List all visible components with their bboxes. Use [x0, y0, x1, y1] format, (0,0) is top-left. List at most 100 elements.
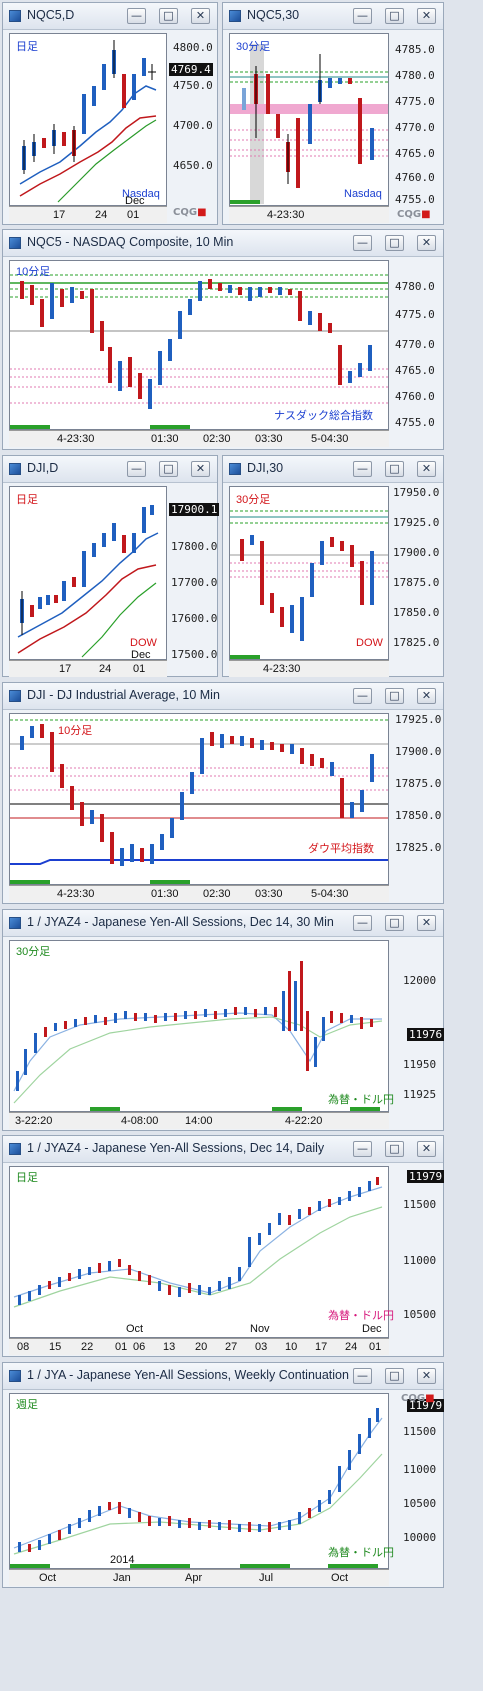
x-tick: 4-08:00: [121, 1115, 159, 1127]
restore-button[interactable]: □: [385, 461, 404, 477]
restore-button[interactable]: □: [385, 8, 404, 24]
close-button[interactable]: ✕: [417, 461, 436, 477]
window-title: NQC5,D: [27, 8, 75, 22]
y-tick: 4755.0: [395, 416, 435, 429]
title-bar[interactable]: DJI - DJ Industrial Average, 10 Min — □ …: [3, 683, 443, 710]
y-tick: 4775.0: [395, 95, 435, 108]
minimize-button[interactable]: —: [353, 1141, 372, 1157]
restore-button[interactable]: □: [385, 235, 404, 251]
minimize-button[interactable]: —: [353, 688, 372, 704]
title-bar[interactable]: DJI,D — □ ✕: [3, 456, 217, 483]
close-button[interactable]: ✕: [417, 1368, 436, 1384]
title-bar[interactable]: NQC5,D — □ ✕: [3, 3, 217, 30]
x-tick: 17: [315, 1341, 328, 1353]
close-button[interactable]: ✕: [417, 688, 436, 704]
y-tick: 17825.0: [393, 636, 440, 649]
x-tick: 5-04:30: [311, 433, 349, 445]
x-axis: 4-23:30: [229, 660, 389, 677]
window-title: 1 / JYAZ4 - Japanese Yen-All Sessions, D…: [27, 915, 334, 929]
close-button[interactable]: ✕: [417, 235, 436, 251]
chart-canvas: [13, 1177, 383, 1308]
minimize-button[interactable]: —: [353, 461, 372, 477]
month-label: Dec: [362, 1323, 382, 1335]
x-tick: 24: [99, 663, 112, 675]
y-tick: 11000: [403, 1463, 437, 1476]
minimize-button[interactable]: —: [353, 1368, 372, 1384]
x-tick: Oct: [39, 1572, 57, 1584]
y-tick: 17900.0: [393, 546, 440, 559]
chart-area[interactable]: 10分足 ダウ平均指数: [9, 713, 389, 885]
x-tick: 01: [115, 1341, 128, 1353]
window-icon: [9, 690, 21, 702]
chart-area[interactable]: 10分足 ナスダック総合指数: [9, 260, 389, 430]
nqc5-10min-window: NQC5 - NASDAQ Composite, 10 Min — □ ✕: [2, 229, 444, 450]
y-tick: 11950: [403, 1058, 437, 1071]
y-tick: 10000: [403, 1531, 437, 1544]
chart-area[interactable]: 日足 DOW: [9, 486, 167, 660]
y-tick: 4775.0: [395, 308, 435, 321]
candles: [18, 1177, 379, 1305]
nqc5-30min-window: NQC5,30 — □ ✕: [222, 2, 444, 225]
y-tick: 4760.0: [395, 390, 435, 403]
y-tick: 17925.0: [395, 713, 442, 726]
title-bar[interactable]: 1 / JYAZ4 - Japanese Yen-All Sessions, D…: [3, 1136, 443, 1163]
candles: [16, 961, 373, 1091]
y-tick: 11925: [403, 1088, 437, 1101]
close-button[interactable]: ✕: [417, 1141, 436, 1157]
x-tick: 06: [133, 1341, 146, 1353]
window-icon: [229, 10, 241, 22]
restore-button[interactable]: □: [159, 8, 178, 24]
title-bar[interactable]: DJI,30 — □ ✕: [223, 456, 443, 483]
chart-area[interactable]: 30分足 Nasdaq: [229, 33, 389, 206]
x-tick: 14:00: [185, 1115, 213, 1127]
y-tick: 17875.0: [393, 576, 440, 589]
title-bar[interactable]: NQC5 - NASDAQ Composite, 10 Min — □ ✕: [3, 230, 443, 257]
minimize-button[interactable]: —: [127, 461, 146, 477]
minimize-button[interactable]: —: [353, 915, 372, 931]
window-title: 1 / JYA - Japanese Yen-All Sessions, Wee…: [27, 1368, 349, 1382]
title-bar[interactable]: 1 / JYA - Japanese Yen-All Sessions, Wee…: [3, 1363, 443, 1390]
chart-area[interactable]: 日足 為替・ドル円 Oct Nov Dec: [9, 1166, 394, 1338]
x-tick: 10: [285, 1341, 298, 1353]
minimize-button[interactable]: —: [353, 235, 372, 251]
x-tick: 4-23:30: [267, 209, 305, 221]
y-tick: 11500: [403, 1198, 437, 1211]
title-bar[interactable]: 1 / JYAZ4 - Japanese Yen-All Sessions, D…: [3, 910, 443, 937]
window-title: 1 / JYAZ4 - Japanese Yen-All Sessions, D…: [27, 1141, 325, 1155]
y-tick: 17600.0: [171, 612, 218, 625]
close-button[interactable]: ✕: [417, 8, 436, 24]
close-button[interactable]: ✕: [417, 915, 436, 931]
y-tick: 17925.0: [393, 516, 440, 529]
x-tick: 20: [195, 1341, 208, 1353]
chart-area[interactable]: 30分足 為替・ドル円: [9, 940, 394, 1112]
y-tick: 17500.0: [171, 648, 218, 661]
instrument-label: ナスダック総合指数: [274, 410, 373, 422]
chart-area[interactable]: 30分足 DOW: [229, 486, 389, 660]
x-tick: Oct: [331, 1572, 349, 1584]
restore-button[interactable]: □: [385, 915, 404, 931]
x-tick: 15: [49, 1341, 62, 1353]
chart-area[interactable]: 日足 Nasdaq: [9, 33, 167, 206]
restore-button[interactable]: □: [385, 1141, 404, 1157]
x-tick: 13: [163, 1341, 176, 1353]
timeframe-label: 10分足: [16, 266, 51, 278]
x-axis: 17 24 Dec 01: [9, 195, 167, 223]
restore-button[interactable]: □: [385, 1368, 404, 1384]
chart-canvas: [10, 274, 388, 429]
window-icon: [9, 10, 21, 22]
y-tick: 17875.0: [395, 777, 442, 790]
y-tick: 17850.0: [395, 809, 442, 822]
close-button[interactable]: ✕: [191, 8, 210, 24]
timeframe-label: 30分足: [236, 494, 271, 506]
minimize-button[interactable]: —: [353, 8, 372, 24]
x-tick: 03: [255, 1341, 268, 1353]
instrument-label: DOW: [130, 637, 157, 649]
close-button[interactable]: ✕: [191, 461, 210, 477]
title-bar[interactable]: NQC5,30 — □ ✕: [223, 3, 443, 30]
restore-button[interactable]: □: [385, 688, 404, 704]
minimize-button[interactable]: —: [127, 8, 146, 24]
x-tick: Dec: [125, 195, 145, 207]
x-tick: 4-22:20: [285, 1115, 323, 1127]
chart-area[interactable]: 週足 為替・ドル円 2014: [9, 1393, 394, 1569]
restore-button[interactable]: □: [159, 461, 178, 477]
